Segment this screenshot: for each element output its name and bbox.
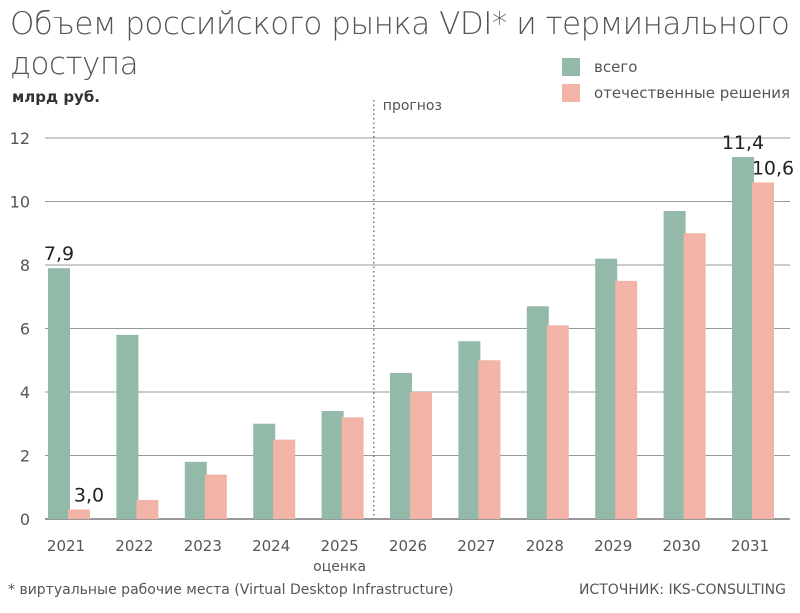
data-label: 3,0 [74,484,104,506]
bar-total-2023 [184,461,207,519]
x-tick-label: 2031 [731,537,769,555]
bar-domestic-2027 [478,360,501,519]
footnote: * виртуальные рабочие места (Virtual Des… [8,582,454,598]
unit-label: млрд руб. [12,88,101,106]
bar-total-2021 [48,268,70,519]
x-tick-label: 2028 [526,537,564,555]
y-tick-label: 12 [10,129,30,148]
bar-total-2025 [321,411,344,519]
bar-total-2031 [732,157,754,520]
data-label: 7,9 [44,243,74,265]
legend: всего отечественные решения [562,54,790,106]
y-tick-label: 2 [20,447,30,466]
legend-swatch [562,58,580,76]
legend-swatch [562,84,580,102]
y-tick-label: 4 [20,383,30,402]
bar-domestic-2025 [341,417,364,519]
bar-domestic-2028 [546,325,569,519]
forecast-label: прогноз [383,98,442,114]
bar-domestic-2024 [273,439,296,519]
bar-domestic-2031 [752,182,774,519]
bar-total-2029 [595,258,618,519]
chart-title: Объем российского рынка VDI* и терминаль… [10,6,790,82]
bar-domestic-2026 [410,392,432,519]
bar-domestic-2022 [136,499,159,519]
bar-domestic-2030 [683,233,706,519]
x-tick-label: 2021 [47,537,85,555]
y-tick-label: 6 [20,320,30,339]
legend-item-total: всего [562,54,790,80]
x-tick-label: 2022 [115,537,153,555]
bar-total-2024 [253,423,276,519]
x-tick-label: 2023 [184,537,222,555]
x-tick-sublabel: оценка [313,559,366,575]
bar-total-2028 [526,306,549,519]
bar-total-2030 [663,211,686,519]
y-tick-label: 0 [20,510,30,529]
x-tick-label: 2026 [389,537,427,555]
x-tick-label: 2024 [252,537,290,555]
legend-item-domestic: отечественные решения [562,80,790,106]
bar-domestic-2029 [615,280,638,519]
data-label: 11,4 [722,132,764,154]
bar-total-2026 [390,372,412,519]
legend-label: всего [594,58,638,76]
source: ИСТОЧНИК: IKS-CONSULTING [578,582,786,598]
x-tick-label: 2030 [663,537,701,555]
bar-domestic-2023 [204,474,227,519]
legend-label: отечественные решения [594,84,791,102]
x-tick-label: 2025 [321,537,359,555]
bar-total-2022 [116,334,139,519]
x-tick-label: 2029 [594,537,632,555]
y-tick-label: 8 [20,256,30,275]
x-tick-label: 2027 [457,537,495,555]
bar-total-2027 [458,341,481,519]
y-tick-label: 10 [10,193,30,212]
bar-domestic-2021 [68,509,90,519]
data-label: 10,6 [752,157,794,179]
